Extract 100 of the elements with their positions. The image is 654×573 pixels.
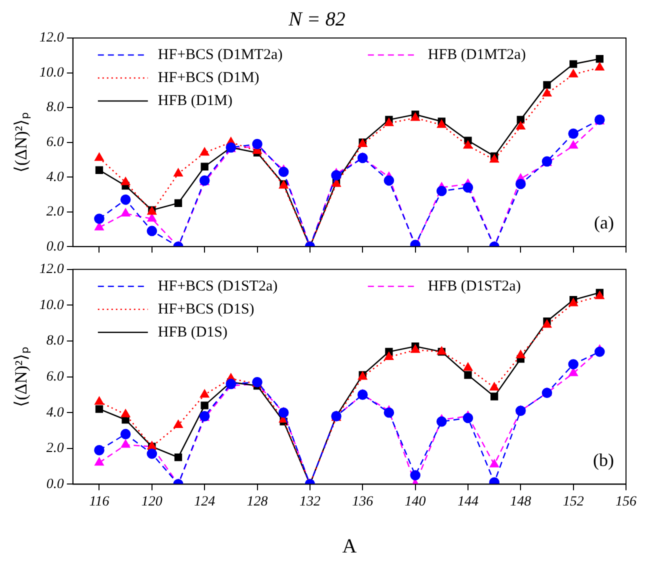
point [595, 62, 604, 70]
point [463, 140, 473, 149]
legend-label: HFB (D1S) [158, 324, 228, 340]
y-tick-label: 6.0 [46, 134, 64, 150]
point [516, 178, 526, 190]
point [436, 416, 447, 427]
point [542, 88, 552, 97]
point [596, 55, 604, 63]
point [94, 445, 104, 456]
legend-label: HF+BCS (D1ST2a) [158, 278, 278, 294]
point [490, 382, 499, 390]
point [146, 448, 158, 459]
point [174, 168, 183, 176]
point [384, 407, 394, 418]
y-tick-label: 4.0 [46, 405, 64, 420]
point [516, 122, 526, 130]
point [174, 454, 182, 462]
point [410, 112, 420, 121]
point [568, 69, 578, 78]
point [200, 162, 208, 170]
point [568, 128, 578, 139]
point [95, 405, 104, 413]
legend-label: HFB (D1MT2a) [428, 46, 526, 63]
point [568, 359, 578, 370]
y-axis-title: ⟨(ΔN)²⟩ₚ [12, 346, 32, 408]
point [94, 396, 104, 405]
point [121, 177, 130, 186]
point [384, 352, 394, 360]
point [490, 154, 499, 163]
point [464, 371, 472, 379]
point [463, 362, 473, 371]
x-tick-label: 148 [510, 494, 532, 510]
x-axis-title: A [342, 535, 358, 558]
point [436, 186, 447, 196]
x-tick-label: 136 [352, 494, 374, 510]
point [490, 459, 499, 468]
x-tick-label: 120 [141, 494, 162, 510]
point [462, 182, 474, 193]
point [384, 175, 394, 186]
y-tick-label: 8.0 [46, 334, 64, 349]
point [331, 170, 342, 180]
x-tick-label: 128 [246, 494, 268, 510]
annotation: (a) [594, 212, 614, 232]
point [437, 120, 446, 128]
point [543, 81, 551, 89]
chart-title: N = 82 [288, 8, 346, 30]
point [490, 392, 498, 400]
point [146, 226, 158, 236]
point [120, 428, 131, 440]
point [357, 152, 368, 164]
y-axis-title: ⟨(ΔN)²⟩ₚ [12, 112, 32, 173]
legend-label: HFB (D1ST2a) [428, 278, 521, 294]
point [121, 409, 130, 418]
point [95, 166, 104, 174]
y-tick-label: 10.0 [39, 298, 64, 313]
y-tick-label: 12.0 [39, 30, 64, 46]
point [410, 470, 420, 480]
legend-label: HF+BCS (D1S) [158, 301, 254, 318]
point [568, 140, 578, 149]
y-tick-label: 4.0 [46, 170, 64, 185]
y-tick-label: 0.0 [46, 476, 64, 492]
x-tick-label: 124 [194, 494, 216, 510]
point [147, 214, 156, 222]
point [200, 402, 208, 410]
y-tick-label: 0.0 [46, 239, 64, 254]
y-tick-label: 12.0 [39, 262, 64, 278]
x-tick-label: 144 [457, 494, 478, 510]
point [568, 368, 578, 376]
point [410, 344, 420, 353]
point [278, 407, 289, 418]
y-tick-label: 6.0 [46, 369, 64, 384]
point [542, 388, 552, 398]
point [94, 152, 104, 161]
point [121, 440, 130, 448]
y-tick-label: 8.0 [46, 100, 64, 116]
point [94, 458, 104, 466]
point [516, 350, 526, 358]
annotation: (b) [593, 450, 614, 470]
x-tick-label: 132 [299, 494, 320, 510]
x-tick-label: 152 [562, 494, 584, 510]
legend-label: HF+BCS (D1MT2a) [158, 46, 283, 63]
point [568, 298, 578, 306]
point [594, 346, 605, 357]
point [542, 320, 552, 328]
y-tick-label: 2.0 [46, 441, 64, 456]
point [462, 412, 474, 424]
point [200, 148, 210, 156]
point [94, 214, 104, 224]
point [174, 199, 182, 207]
y-tick-label: 2.0 [46, 204, 64, 220]
y-tick-label: 10.0 [39, 65, 64, 80]
legend-label: HF+BCS (D1M) [158, 70, 260, 86]
x-tick-label: 140 [404, 494, 426, 510]
legend-label: HFB (D1M) [158, 92, 232, 109]
x-tick-label: 156 [616, 494, 636, 510]
point [595, 291, 604, 300]
point [121, 208, 130, 216]
point [120, 194, 131, 205]
point [200, 390, 210, 398]
point [278, 166, 289, 177]
